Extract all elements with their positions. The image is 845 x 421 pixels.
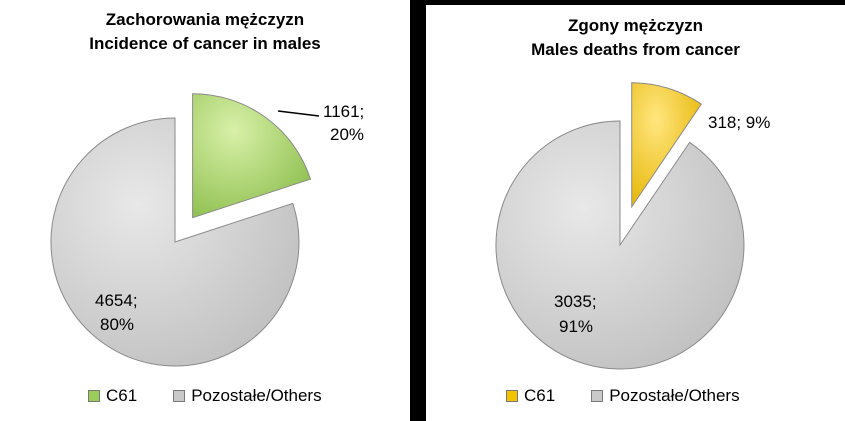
- deaths-title-line2: Males deaths from cancer: [531, 40, 740, 59]
- incidence-slice-c61: [192, 93, 312, 219]
- deaths-slice-c61: [631, 82, 702, 209]
- incidence-title-line2: Incidence of cancer in males: [89, 34, 321, 53]
- incidence-legend-others: Pozostałe/Others: [173, 386, 322, 406]
- incidence-c61-leader-line: [277, 110, 320, 117]
- legend-swatch-others: [173, 390, 186, 402]
- incidence-others-value-label: 4654;: [95, 291, 138, 310]
- incidence-c61-value-label: 1161;: [323, 102, 364, 121]
- deaths-others-percent-label: 91%: [559, 317, 593, 336]
- legend-label-c61: C61: [106, 386, 138, 405]
- deaths-chart-panel: Zgony mężczyzn Males deaths from cancer …: [426, 5, 845, 421]
- incidence-legend-c61: C61: [88, 386, 137, 406]
- legend-swatch-others: [591, 390, 604, 402]
- deaths-legend-c61: C61: [506, 386, 555, 406]
- incidence-slice-others: [50, 117, 300, 367]
- incidence-c61-percent-label: 20%: [330, 125, 364, 144]
- deaths-pie-chart: 318; 9% 3035; 91%: [495, 82, 770, 370]
- deaths-slice-others: [495, 120, 745, 370]
- legend-swatch-c61: [88, 390, 100, 402]
- deaths-c61-label: 318; 9%: [708, 113, 770, 132]
- incidence-pie-chart: 1161; 20% 4654; 80%: [50, 93, 364, 367]
- legend-label-c61: C61: [524, 386, 556, 405]
- deaths-legend: C61 Pozostałe/Others: [506, 386, 776, 406]
- deaths-title-line1: Zgony mężczyzn: [567, 16, 704, 35]
- deaths-others-value-label: 3035;: [554, 292, 597, 311]
- incidence-title-line1: Zachorowania mężczyzn: [105, 10, 305, 29]
- deaths-chart-title: Zgony mężczyzn Males deaths from cancer: [426, 14, 845, 62]
- legend-label-others: Pozostałe/Others: [191, 386, 322, 405]
- incidence-others-percent-label: 80%: [100, 315, 134, 334]
- deaths-legend-others: Pozostałe/Others: [591, 386, 740, 406]
- incidence-chart-title: Zachorowania mężczyzn Incidence of cance…: [0, 8, 410, 56]
- legend-swatch-c61: [506, 390, 518, 402]
- legend-label-others: Pozostałe/Others: [609, 386, 740, 405]
- incidence-chart-panel: Zachorowania mężczyzn Incidence of cance…: [0, 0, 410, 421]
- incidence-legend: C61 Pozostałe/Others: [88, 386, 358, 406]
